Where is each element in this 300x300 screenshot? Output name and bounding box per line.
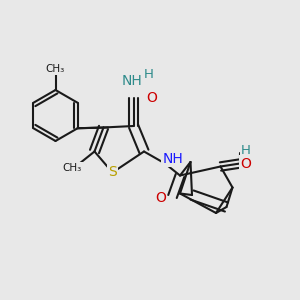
Text: CH₃: CH₃ <box>62 163 82 173</box>
Text: NH: NH <box>162 152 183 166</box>
Text: O: O <box>155 191 166 205</box>
Text: NH: NH <box>122 74 142 88</box>
Text: H: H <box>241 143 251 157</box>
Text: CH₃: CH₃ <box>46 64 65 74</box>
Text: O: O <box>146 91 157 104</box>
Text: S: S <box>108 166 117 179</box>
Text: O: O <box>241 157 251 170</box>
Text: H: H <box>144 68 153 82</box>
